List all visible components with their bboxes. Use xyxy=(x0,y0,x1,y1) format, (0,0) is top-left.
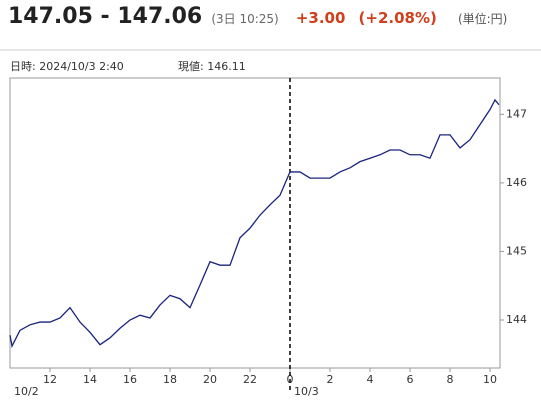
time: (3日 10:25) xyxy=(211,12,279,26)
x-tick-label: 16 xyxy=(123,373,137,386)
x-tick-label: 10 xyxy=(483,373,497,386)
y-tick-label: 144 xyxy=(506,313,527,326)
x-tick-label: 12 xyxy=(43,373,57,386)
header: 147.05 - 147.06 (3日 10:25) +3.00 (+2.08%… xyxy=(8,4,507,29)
day-label: 10/2 xyxy=(14,385,39,398)
price: 147.05 - 147.06 xyxy=(8,4,203,29)
x-tick-label: 2 xyxy=(327,373,334,386)
change-pct: (+2.08%) xyxy=(358,9,437,27)
change: +3.00 xyxy=(295,9,346,27)
x-tick-label: 14 xyxy=(83,373,97,386)
y-tick-label: 145 xyxy=(506,244,527,257)
x-tick-label: 8 xyxy=(447,373,454,386)
x-tick-label: 22 xyxy=(243,373,257,386)
x-tick-label: 6 xyxy=(407,373,414,386)
info-time: 日時: 2024/10/3 2:40 xyxy=(10,60,124,73)
y-tick-label: 146 xyxy=(506,176,527,189)
x-tick-label: 4 xyxy=(367,373,374,386)
day-label: 10/3 xyxy=(294,385,319,398)
unit: (単位:円) xyxy=(457,12,508,26)
x-tick-label: 20 xyxy=(203,373,217,386)
x-tick-label: 18 xyxy=(163,373,177,386)
info-value: 現値: 146.11 xyxy=(178,60,246,73)
price-line xyxy=(9,98,500,349)
plot-frame xyxy=(9,77,501,369)
y-tick-label: 147 xyxy=(506,107,527,120)
